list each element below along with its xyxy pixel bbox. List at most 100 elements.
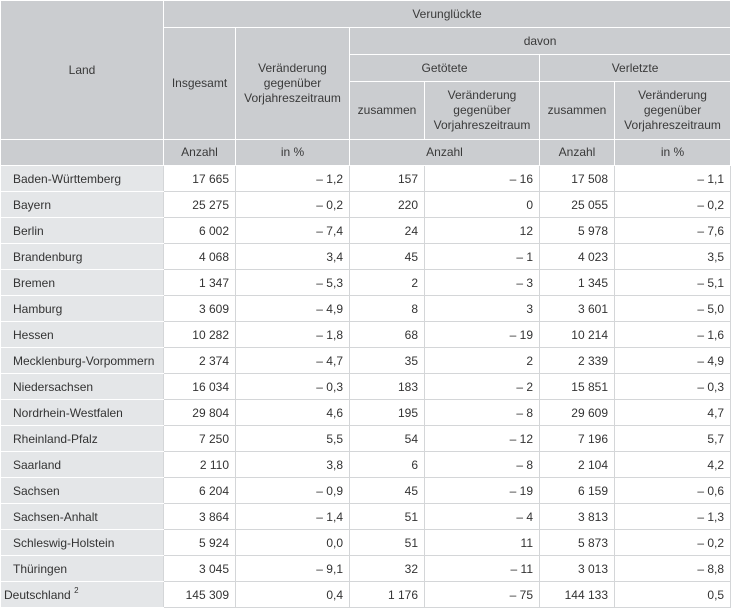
cell-get-chg: 3 [424,295,540,322]
cell-ver-pct: – 0,3 [613,373,732,400]
cell-land: Brandenburg [0,243,164,270]
header-davon: davon [348,27,732,55]
header-getoetete-zusammen: zusammen [349,81,425,140]
table-row: Schleswig-Holstein 5 924 0,0 51 11 5 873– 0,2 [0,529,732,556]
cell-ins-pct: 5,5 [235,425,350,452]
header-unit-empty [0,139,164,166]
cell-ver: 10 214 [539,321,615,348]
cell-ver-pct: 3,5 [613,243,732,270]
cell-ins: 3 609 [163,295,236,322]
cell-ins-pct: – 4,9 [235,295,350,322]
cell-ins: 17 665 [163,165,236,192]
cell-get: 8 [349,295,425,322]
cell-get-chg: – 3 [424,269,540,296]
cell-ins: 6 204 [163,477,236,504]
table-row: Nordrhein-Westfalen 29 804 4,6 195– 8 29 609… [0,399,732,426]
cell-ver-pct: – 1,6 [613,321,732,348]
cell-ver: 2 104 [539,451,615,478]
cell-ver: 4 023 [539,243,615,270]
table-row: Baden-Württemberg 17 665– 1,2 157– 16 17 50… [0,165,732,192]
table-row-total: Deutschland 2 145 309 0,4 1 176– 75 144 133 0… [0,581,732,608]
unit-getoetete: Anzahl [349,139,540,166]
cell-ins-pct: 0,4 [235,581,350,608]
cell-ver-pct: – 1,3 [613,503,732,530]
cell-land: Baden-Württemberg [0,165,164,192]
header-getoetete: Getötete [349,54,540,82]
cell-ver: 25 055 [539,191,615,218]
cell-ver-pct: 5,7 [613,425,732,452]
cell-land: Niedersachsen [0,373,164,400]
cell-ins: 6 002 [163,217,236,244]
cell-ins-pct: 3,8 [235,451,350,478]
cell-get: 45 [349,243,425,270]
header-verunglueckte: Verunglückte [162,0,732,28]
cell-get: 51 [349,503,425,530]
cell-ver-pct: – 5,1 [613,269,732,296]
cell-land: Rheinland-Pfalz [0,425,164,452]
table-row: Berlin 6 002– 7,4 24 12 5 978– 7,6 [0,217,732,244]
cell-get-chg: – 16 [424,165,540,192]
cell-ver: 5 873 [539,529,615,556]
cell-ins: 10 282 [163,321,236,348]
unit-insgesamt-pct: in % [235,139,350,166]
cell-get-chg: – 11 [424,555,540,582]
cell-get: 2 [349,269,425,296]
table-row: Bayern 25 275– 0,2 220 0 25 055– 0,2 [0,191,732,218]
cell-get-chg: 12 [424,217,540,244]
cell-ins-pct: – 9,1 [235,555,350,582]
cell-get: 35 [349,347,425,374]
cell-get-chg: – 19 [424,477,540,504]
cell-get-chg: 2 [424,347,540,374]
cell-ins-pct: – 1,4 [235,503,350,530]
cell-ins: 3 864 [163,503,236,530]
cell-ver-pct: – 0,2 [613,191,732,218]
cell-ver: 17 508 [539,165,615,192]
cell-ver: 1 345 [539,269,615,296]
cell-land: Saarland [0,451,164,478]
table-row: Sachsen 6 204– 0,9 45– 19 6 159– 0,6 [0,477,732,504]
table-row: Hessen 10 282– 1,8 68– 19 10 214– 1,6 [0,321,732,348]
cell-ver-pct: – 0,6 [613,477,732,504]
table-row: Mecklenburg-Vorpommern 2 374– 4,7 35 2 2 339… [0,347,732,374]
cell-ins-pct: – 0,2 [235,191,350,218]
cell-get-chg: – 4 [424,503,540,530]
header-getoetete-veraenderung: Veränderung gegenüber Vorjahreszeitraum [424,81,540,140]
cell-get-chg: – 19 [424,321,540,348]
cell-ver: 15 851 [539,373,615,400]
cell-ins-pct: – 1,8 [235,321,350,348]
cell-get: 54 [349,425,425,452]
cell-ver: 3 013 [539,555,615,582]
cell-ver-pct: 0,5 [613,581,732,608]
cell-land: Hessen [0,321,164,348]
cell-land: Berlin [0,217,164,244]
cell-get-chg: – 12 [424,425,540,452]
cell-ins: 7 250 [163,425,236,452]
cell-get-chg: 11 [424,529,540,556]
table-row: Thüringen 3 045– 9,1 32– 11 3 013– 8,8 [0,555,732,582]
cell-ins-pct: – 1,2 [235,165,350,192]
cell-ins-pct: – 0,3 [235,373,350,400]
cell-get: 6 [349,451,425,478]
cell-get-chg: – 75 [424,581,540,608]
cell-ver: 2 339 [539,347,615,374]
cell-ver: 144 133 [539,581,615,608]
unit-verletzte: Anzahl [539,139,615,166]
cell-ver: 6 159 [539,477,615,504]
cell-ins: 25 275 [163,191,236,218]
cell-ins-pct: – 5,3 [235,269,350,296]
cell-ins-pct: 0,0 [235,529,350,556]
cell-ver-pct: – 7,6 [613,217,732,244]
cell-ins: 29 804 [163,399,236,426]
cell-get: 68 [349,321,425,348]
cell-ver-pct: 4,7 [613,399,732,426]
cell-ins-pct: 3,4 [235,243,350,270]
header-insgesamt: Insgesamt [163,27,236,140]
unit-insgesamt: Anzahl [163,139,236,166]
cell-ins-pct: – 7,4 [235,217,350,244]
table-row: Niedersachsen 16 034– 0,3 183– 2 15 851– 0,… [0,373,732,400]
cell-get: 195 [349,399,425,426]
total-label: Deutschland [4,587,71,602]
cell-get-chg: – 8 [424,451,540,478]
